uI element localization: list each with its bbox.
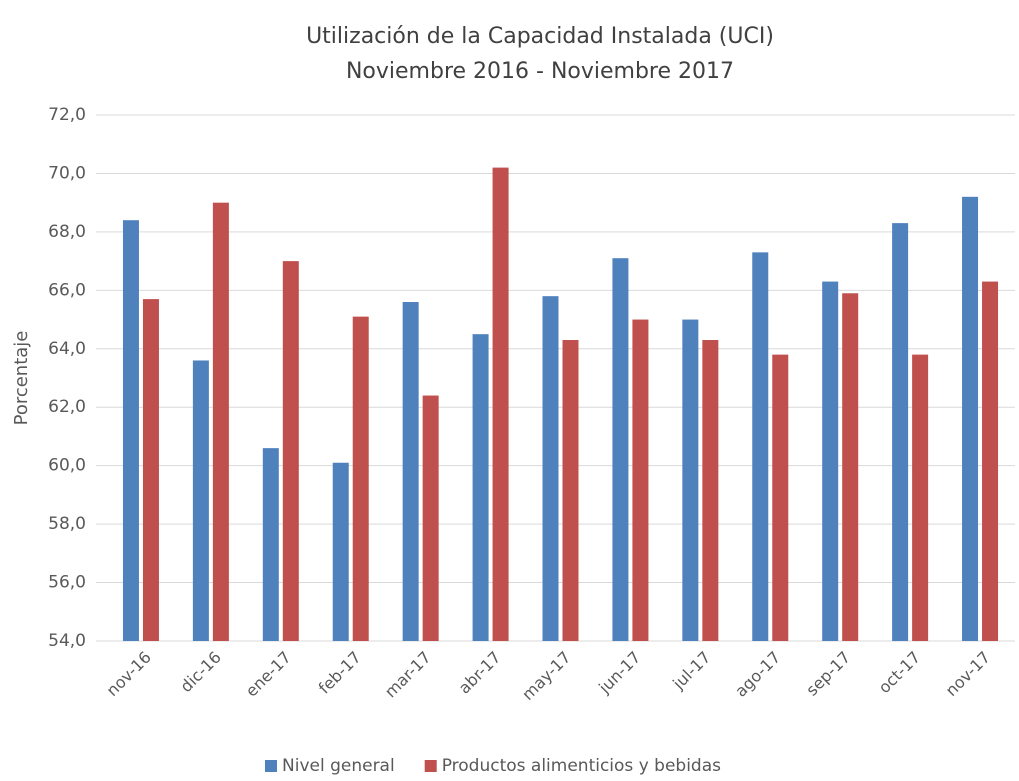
x-tick-label: mar-17: [381, 648, 435, 702]
x-tick-label: dic-16: [176, 648, 224, 696]
bar: [822, 281, 839, 641]
chart-subtitle: Noviembre 2016 - Noviembre 2017: [346, 59, 734, 84]
bar: [702, 340, 719, 641]
bar: [612, 258, 629, 641]
bar: [212, 202, 229, 641]
x-tick-label: may-17: [518, 648, 574, 704]
legend-label: Nivel general: [282, 756, 395, 776]
x-tick-label: ene-17: [242, 648, 295, 701]
x-tick-label: feb-17: [315, 648, 365, 698]
y-tick-label: 56,0: [48, 573, 86, 593]
bar: [912, 354, 929, 641]
x-tick-label: nov-17: [942, 648, 994, 700]
bar: [192, 360, 209, 641]
bar: [282, 261, 299, 641]
legend-swatch: [424, 760, 437, 772]
bar: [422, 395, 439, 641]
bar: [982, 281, 999, 641]
x-tick-label: oct-17: [875, 648, 924, 697]
bar: [542, 296, 559, 641]
bar: [492, 167, 509, 641]
bar: [402, 302, 419, 641]
bar: [352, 316, 369, 641]
y-tick-label: 58,0: [48, 514, 86, 534]
bar: [632, 319, 649, 641]
bar: [332, 462, 349, 641]
chart-title: Utilización de la Capacidad Instalada (U…: [306, 24, 774, 49]
y-tick-label: 70,0: [48, 163, 86, 183]
bar: [472, 334, 489, 641]
bar: [682, 319, 699, 641]
y-tick-label: 54,0: [48, 631, 86, 651]
bar: [842, 293, 859, 641]
x-tick-label: nov-16: [103, 648, 155, 700]
y-tick-label: 66,0: [48, 280, 86, 300]
y-axis-label: Porcentaje: [11, 331, 32, 426]
y-tick-label: 72,0: [48, 105, 86, 125]
x-tick-label: abr-17: [455, 648, 505, 698]
x-tick-label: jul-17: [668, 648, 714, 694]
x-tick-label: sep-17: [802, 648, 854, 700]
bar: [892, 223, 909, 641]
y-tick-label: 68,0: [48, 222, 86, 242]
legend-swatch: [265, 760, 277, 772]
bar: [772, 354, 789, 641]
y-tick-label: 64,0: [48, 339, 86, 359]
y-tick-label: 60,0: [48, 456, 86, 476]
bar: [562, 340, 579, 641]
bar: [962, 196, 979, 642]
bar: [752, 252, 769, 641]
x-tick-label: ago-17: [731, 648, 784, 701]
legend-label: Productos alimenticios y bebidas: [442, 756, 721, 776]
bar: [142, 299, 159, 641]
x-tick-label: jun-17: [594, 648, 644, 698]
y-tick-label: 62,0: [48, 397, 86, 417]
bar: [262, 448, 279, 641]
bar: [122, 220, 139, 641]
